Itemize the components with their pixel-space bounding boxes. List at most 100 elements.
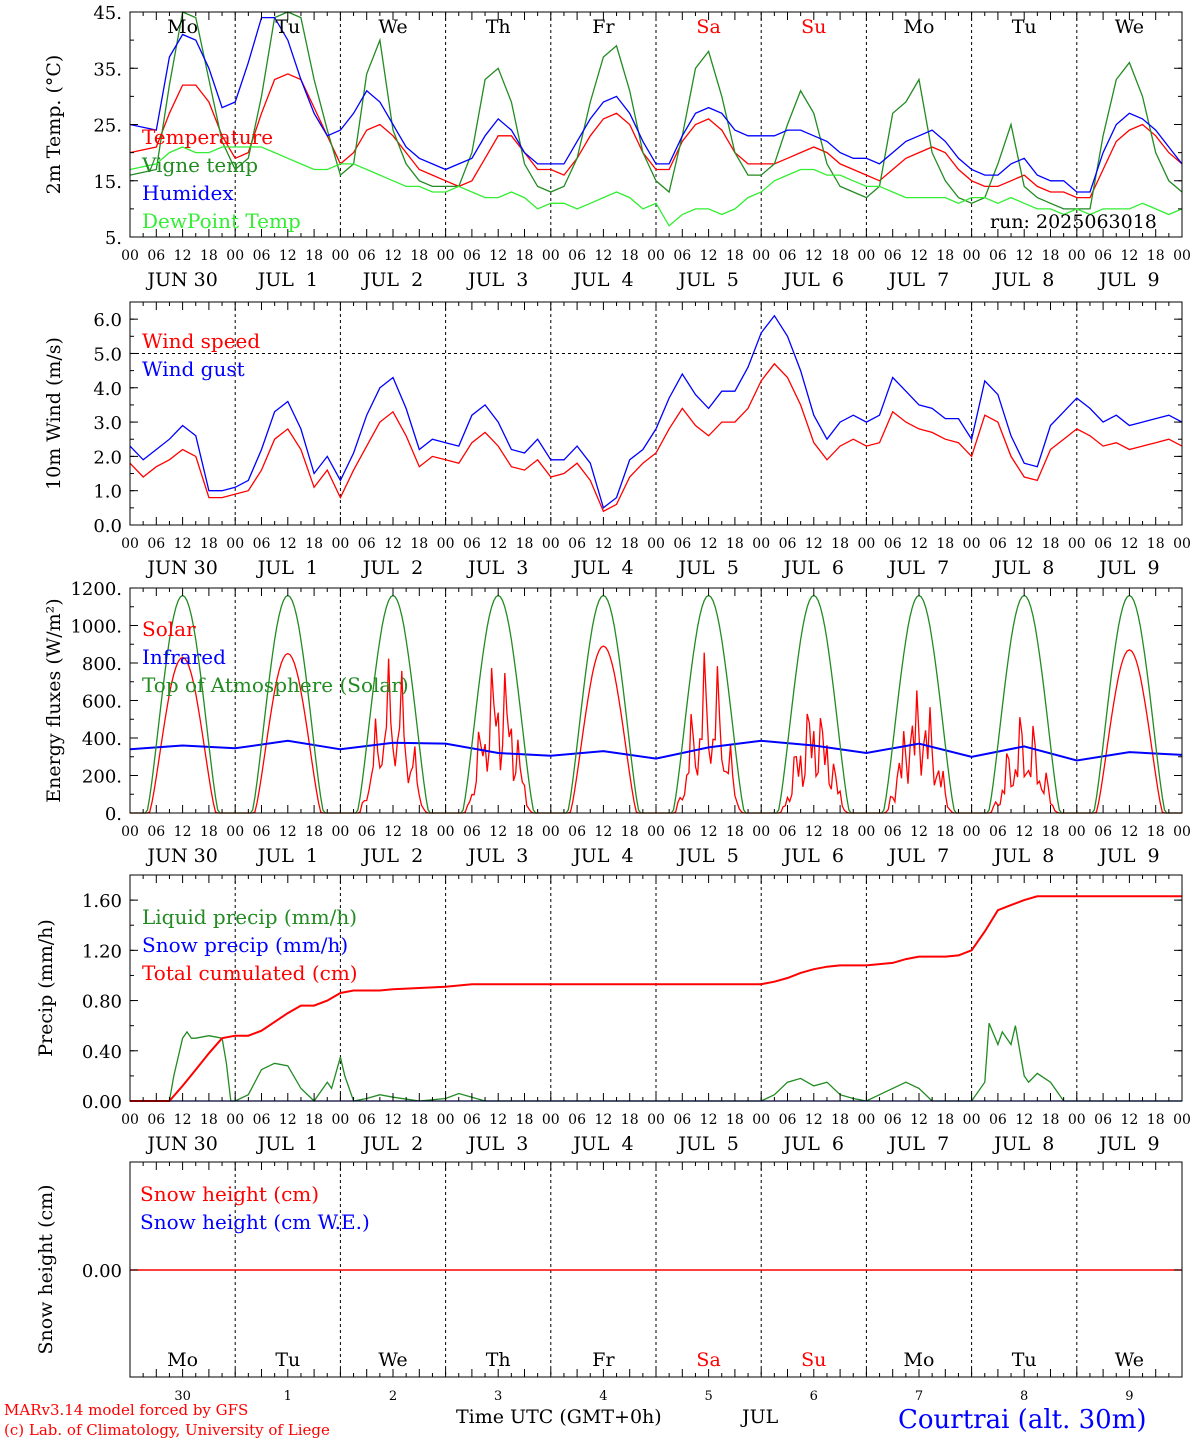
hour-label: 12 — [805, 824, 823, 840]
hour-label: 12 — [279, 824, 297, 840]
hour-label: 18 — [305, 248, 323, 264]
hour-label: 12 — [910, 824, 928, 840]
y-tick-label: 45. — [93, 3, 122, 24]
hour-label: 00 — [121, 248, 139, 264]
series-total-cumulated-cm--line — [130, 895, 1182, 1102]
hour-label: 12 — [1015, 248, 1033, 264]
day-number-label: 7 — [915, 1389, 923, 1404]
y-tick-label: 1200. — [70, 579, 122, 600]
day-number-label: 8 — [1020, 1389, 1028, 1404]
series-infrared-line — [129, 739, 1183, 762]
weekday-label-bottom: Th — [486, 1349, 511, 1371]
panel-3-frame — [129, 587, 1183, 814]
hour-label: 12 — [805, 536, 823, 552]
hour-label: 12 — [384, 1112, 402, 1128]
date-label: JUL 5 — [676, 269, 738, 291]
date-label: JUL 4 — [571, 557, 633, 579]
hour-label: 00 — [437, 248, 455, 264]
hour-label: 06 — [884, 536, 902, 552]
y-tick-label: 0.00 — [82, 1261, 122, 1282]
hour-label: 18 — [936, 536, 954, 552]
hour-label: 18 — [410, 1112, 428, 1128]
hour-label: 06 — [358, 248, 376, 264]
hour-label: 12 — [910, 536, 928, 552]
date-label: JUL 2 — [361, 269, 423, 291]
legend-entry: Snow height (cm) — [140, 1182, 319, 1206]
hour-label: 00 — [437, 824, 455, 840]
legend-entry: Temperature — [142, 125, 273, 149]
hour-label: 00 — [121, 824, 139, 840]
hour-label: 06 — [779, 1112, 797, 1128]
date-label: JUL 9 — [1097, 1133, 1159, 1155]
date-label: JUL 1 — [256, 269, 318, 291]
hour-label: 18 — [726, 536, 744, 552]
hour-label: 00 — [331, 824, 349, 840]
hour-label: 06 — [253, 1112, 271, 1128]
hour-label: 00 — [1173, 1112, 1191, 1128]
legend-entry: Snow precip (mm/h) — [142, 933, 348, 957]
hour-label: 12 — [174, 536, 192, 552]
hour-label: 00 — [226, 824, 244, 840]
weekday-label-bottom: Fr — [592, 1349, 615, 1371]
hour-label: 18 — [1042, 248, 1060, 264]
date-label: JUL 6 — [782, 269, 844, 291]
hour-label: 12 — [489, 248, 507, 264]
hour-label: 12 — [1015, 824, 1033, 840]
hour-label: 12 — [174, 248, 192, 264]
hour-label: 00 — [752, 536, 770, 552]
date-label: JUL 9 — [1097, 269, 1159, 291]
date-label: JUL 4 — [571, 845, 633, 867]
y-tick-label: 15. — [93, 172, 122, 193]
hour-label: 06 — [568, 536, 586, 552]
hour-label: 18 — [410, 536, 428, 552]
date-label: JUL 2 — [361, 845, 423, 867]
y-tick-label: 1000. — [70, 617, 122, 638]
hour-label: 06 — [463, 1112, 481, 1128]
panel-2-frame — [129, 301, 1183, 526]
hour-label: 18 — [621, 1112, 639, 1128]
hour-label: 00 — [331, 536, 349, 552]
weekday-label-top: We — [1115, 16, 1144, 38]
hour-label: 06 — [568, 824, 586, 840]
y-tick-label: 1.20 — [82, 941, 122, 962]
hour-label: 06 — [147, 1112, 165, 1128]
hour-label: 06 — [253, 824, 271, 840]
hour-label: 06 — [884, 248, 902, 264]
date-label: JUL 7 — [887, 845, 949, 867]
hour-label: 06 — [568, 248, 586, 264]
hour-label: 12 — [594, 824, 612, 840]
date-label: JUL 8 — [992, 557, 1054, 579]
series-humidex-line — [129, 16, 1183, 193]
hour-label: 06 — [1094, 824, 1112, 840]
hour-label: 18 — [621, 824, 639, 840]
hour-label: 00 — [1068, 248, 1086, 264]
series-dewpoint-temp-line — [129, 146, 1183, 227]
date-label: JUL 5 — [676, 845, 738, 867]
weekday-label-bottom: Mo — [904, 1349, 935, 1371]
hour-label: 06 — [358, 824, 376, 840]
hour-label: 00 — [647, 824, 665, 840]
date-label: JUN 30 — [145, 1133, 217, 1155]
weekday-label-top: Sa — [696, 16, 720, 38]
hour-label: 00 — [647, 248, 665, 264]
legend-entry: Infrared — [142, 645, 226, 669]
day-number-label: 30 — [174, 1389, 191, 1404]
y-tick-label: 0.00 — [82, 1092, 122, 1113]
day-number-label: 3 — [494, 1389, 502, 1404]
hour-label: 06 — [884, 824, 902, 840]
hour-label: 12 — [700, 824, 718, 840]
legend-entry: Snow height (cm W.E.) — [140, 1210, 370, 1234]
hour-label: 18 — [936, 248, 954, 264]
hour-label: 12 — [174, 1112, 192, 1128]
series-vigne-temp-line — [129, 11, 1183, 210]
legend-entry: Vigne temp — [141, 153, 258, 177]
y-tick-label: 1.0 — [93, 482, 122, 503]
hour-label: 00 — [542, 536, 560, 552]
hour-label: 00 — [752, 824, 770, 840]
y-tick-label: 2.0 — [93, 447, 122, 468]
hour-label: 12 — [279, 536, 297, 552]
hour-label: 18 — [410, 824, 428, 840]
hour-label: 12 — [384, 536, 402, 552]
day-number-label: 5 — [704, 1389, 712, 1404]
hour-label: 12 — [489, 824, 507, 840]
